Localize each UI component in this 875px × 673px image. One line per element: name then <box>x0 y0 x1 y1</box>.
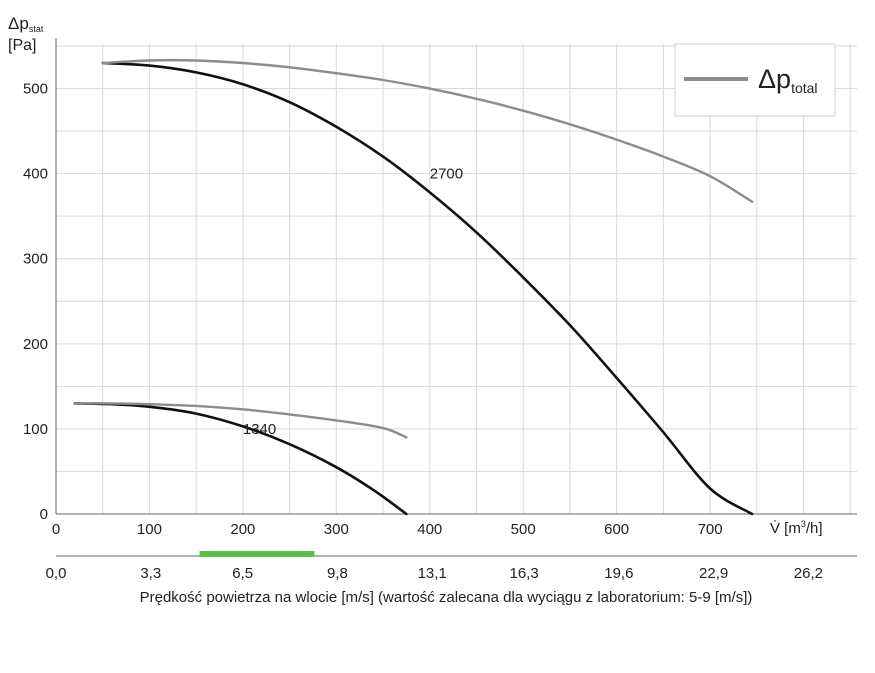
x-axis-label: V̇ [m3/h] <box>770 519 823 537</box>
y-axis-label-main: Δp <box>8 14 29 33</box>
x-tick-label: 700 <box>698 521 723 538</box>
series-static-pressure-line <box>101 61 754 516</box>
y-axis-unit: [Pa] <box>8 37 36 54</box>
curve-label: 2700 <box>430 166 463 183</box>
x-tick-labels: 0 100 200 300 400 500 600 700 <box>52 521 723 538</box>
y-tick-label: 300 <box>23 251 48 268</box>
x-tick-label: 300 <box>324 521 349 538</box>
curve-label: 1340 <box>243 421 276 438</box>
x-axis-label-unit-suffix: /h] <box>806 520 823 537</box>
series-static-pressure-line <box>73 402 408 516</box>
y-tick-label: 200 <box>23 336 48 353</box>
velocity-tick-label: 26,2 <box>794 565 823 582</box>
y-tick-label: 100 <box>23 421 48 438</box>
y-tick-label: 0 <box>40 506 48 523</box>
velocity-tick-label: 9,8 <box>327 565 348 582</box>
velocity-tick-label: 22,9 <box>699 565 728 582</box>
curve-labels: 2700 1340 <box>243 166 463 438</box>
velocity-tick-label: 19,6 <box>604 565 633 582</box>
legend-label-main: Δp <box>758 64 791 94</box>
x-tick-label: 500 <box>511 521 536 538</box>
series-total-pressure-line <box>73 402 408 439</box>
velocity-tick-label: 13,1 <box>418 565 447 582</box>
y-axis-label-sub: stat <box>29 24 44 34</box>
series-total-pressure-line <box>101 58 754 203</box>
grid <box>56 44 857 514</box>
x-axis-label-unit-sup: 3 <box>801 519 806 529</box>
x-tick-label: 400 <box>417 521 442 538</box>
x-tick-label: 100 <box>137 521 162 538</box>
x-tick-label: 200 <box>230 521 255 538</box>
y-tick-label: 500 <box>23 81 48 98</box>
x-axis-label-unit-prefix: [m <box>780 520 801 537</box>
velocity-tick-label: 3,3 <box>140 565 161 582</box>
y-axis-label: Δpstat <box>8 14 44 34</box>
x-tick-label: 600 <box>604 521 629 538</box>
velocity-tick-label: 6,5 <box>232 565 253 582</box>
velocity-tick-label: 16,3 <box>509 565 538 582</box>
legend: Δptotal <box>674 43 836 117</box>
axes <box>55 38 857 515</box>
legend-label: Δptotal <box>758 64 818 96</box>
recommended-velocity-bar <box>199 551 315 557</box>
velocity-tick-label: 0,0 <box>46 565 67 582</box>
legend-label-sub: total <box>791 80 817 96</box>
x-axis-label-main: V̇ <box>770 520 780 537</box>
y-tick-label: 400 <box>23 166 48 183</box>
velocity-axis-label: Prędkość powietrza na wlocie [m/s] (wart… <box>140 589 753 606</box>
x-tick-label: 0 <box>52 521 60 538</box>
y-tick-labels: 0 100 200 300 400 500 <box>23 81 48 523</box>
series-group <box>73 58 754 516</box>
velocity-axis: 0,0 3,3 6,5 9,8 13,1 16,3 19,6 22,9 26,2 Prędkość… <box>46 551 857 606</box>
